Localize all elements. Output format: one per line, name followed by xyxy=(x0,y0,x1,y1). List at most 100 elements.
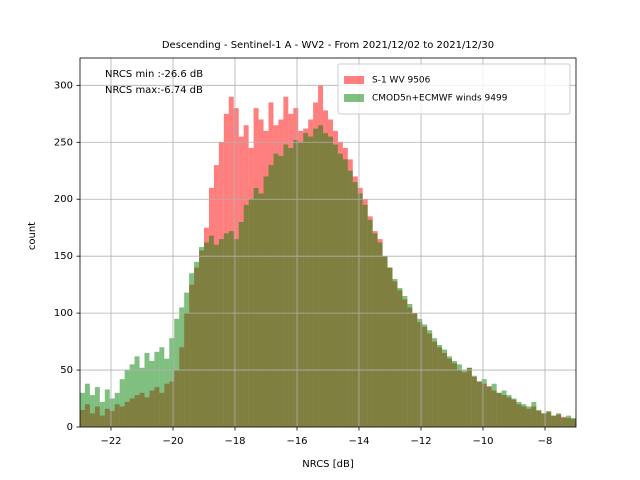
annotation: NRCS max:-6.74 dB xyxy=(105,85,203,96)
histogram-bar xyxy=(243,204,249,427)
y-tick-label: 250 xyxy=(54,137,73,148)
histogram-bar xyxy=(223,233,229,427)
histogram-bar xyxy=(402,296,408,427)
histogram-bar xyxy=(362,204,368,427)
histogram-bar xyxy=(169,338,175,427)
histogram-bar xyxy=(571,417,576,427)
histogram-bar xyxy=(516,401,522,427)
histogram-bar xyxy=(323,133,328,427)
histogram-bar xyxy=(318,125,324,427)
histogram-bar xyxy=(422,324,428,427)
histogram-bar xyxy=(521,404,527,427)
histogram-bar xyxy=(392,278,398,427)
histogram-bar xyxy=(208,235,214,427)
histogram-bar xyxy=(466,367,472,427)
histogram-bar xyxy=(337,153,343,427)
histogram-bar xyxy=(452,360,457,427)
histogram-bar xyxy=(561,417,567,427)
y-tick-label: 150 xyxy=(54,251,73,262)
histogram-bar xyxy=(159,347,165,427)
histogram-bar xyxy=(134,356,140,427)
histogram-bar xyxy=(491,383,497,427)
histogram-bar xyxy=(129,364,135,427)
histogram-bar xyxy=(551,415,557,427)
histogram-bar xyxy=(541,413,547,427)
histogram-bar xyxy=(332,144,338,428)
y-tick-label: 200 xyxy=(54,194,73,205)
histogram-bar xyxy=(273,153,279,427)
histogram-bar xyxy=(417,318,423,427)
histogram-bar xyxy=(119,379,125,427)
histogram-bar xyxy=(481,379,487,427)
x-tick-label: −12 xyxy=(410,436,431,447)
histogram-bar xyxy=(397,288,403,427)
histogram-bar xyxy=(189,273,195,427)
histogram-bar xyxy=(238,222,244,427)
histogram-bar xyxy=(486,387,492,427)
y-tick-label: 50 xyxy=(60,365,73,376)
histogram-bar xyxy=(347,170,353,427)
legend-label: CMOD5n+ECMWF winds 9499 xyxy=(372,94,508,104)
histogram-bar xyxy=(218,239,224,427)
histogram-bar xyxy=(556,413,562,427)
x-tick-label: −22 xyxy=(100,436,121,447)
histogram-bar xyxy=(154,351,160,427)
histogram-bar xyxy=(228,231,234,427)
legend-swatch xyxy=(344,94,364,102)
histogram-bar xyxy=(536,409,542,427)
legend-label: S-1 WV 9506 xyxy=(372,76,431,86)
histogram-bar xyxy=(367,219,373,427)
histogram-bar xyxy=(199,247,204,427)
x-tick-label: −10 xyxy=(472,436,493,447)
histogram-bar xyxy=(114,392,120,427)
x-tick-label: −14 xyxy=(348,436,369,447)
annotation: NRCS min :-26.6 dB xyxy=(105,69,203,80)
histogram-bar xyxy=(387,267,393,427)
chart-title: Descending - Sentinel-1 A - WV2 - From 2… xyxy=(162,40,494,51)
histogram-bar xyxy=(253,187,259,427)
histogram-bar xyxy=(124,370,130,427)
histogram-bar xyxy=(213,244,219,427)
histogram-bar xyxy=(501,390,507,427)
histogram-bar xyxy=(164,358,170,427)
histogram-bar xyxy=(496,392,502,427)
histogram-bar xyxy=(149,360,155,427)
histogram-bar xyxy=(476,381,482,427)
legend-box xyxy=(337,63,571,115)
x-tick-label: −18 xyxy=(224,436,245,447)
histogram-bar xyxy=(437,345,443,427)
histogram-bar xyxy=(303,133,309,427)
histogram-bar xyxy=(268,165,274,428)
histogram-bar xyxy=(352,182,358,427)
histogram-bar xyxy=(233,239,239,427)
histogram-bar xyxy=(456,364,462,427)
histogram-bar xyxy=(298,142,304,427)
legend-swatch xyxy=(344,76,364,84)
histogram-bar xyxy=(288,147,294,427)
histogram-bar xyxy=(471,375,477,427)
histogram-bar xyxy=(293,140,299,427)
histogram-bar xyxy=(308,136,314,428)
histogram-bar xyxy=(442,349,448,427)
x-tick-label: −16 xyxy=(286,436,307,447)
x-axis-label: NRCS [dB] xyxy=(302,459,354,470)
histogram-bar xyxy=(313,128,319,427)
histogram-bar xyxy=(263,176,269,427)
plot-frame xyxy=(79,57,577,428)
histogram-bar xyxy=(184,292,190,427)
histogram-bar xyxy=(94,387,100,427)
histogram-bar xyxy=(447,356,452,427)
histogram-bar xyxy=(511,398,517,427)
histogram-bar xyxy=(342,159,348,427)
y-tick-label: 300 xyxy=(54,80,73,91)
histogram-bar xyxy=(526,406,532,427)
y-tick-label: 0 xyxy=(67,422,73,433)
histogram-bar xyxy=(109,398,115,427)
histogram-bar xyxy=(258,193,264,427)
histogram-bar xyxy=(283,144,289,428)
histogram-bar xyxy=(278,155,284,427)
histogram-bar xyxy=(99,401,105,427)
x-tick-label: −8 xyxy=(538,436,553,447)
